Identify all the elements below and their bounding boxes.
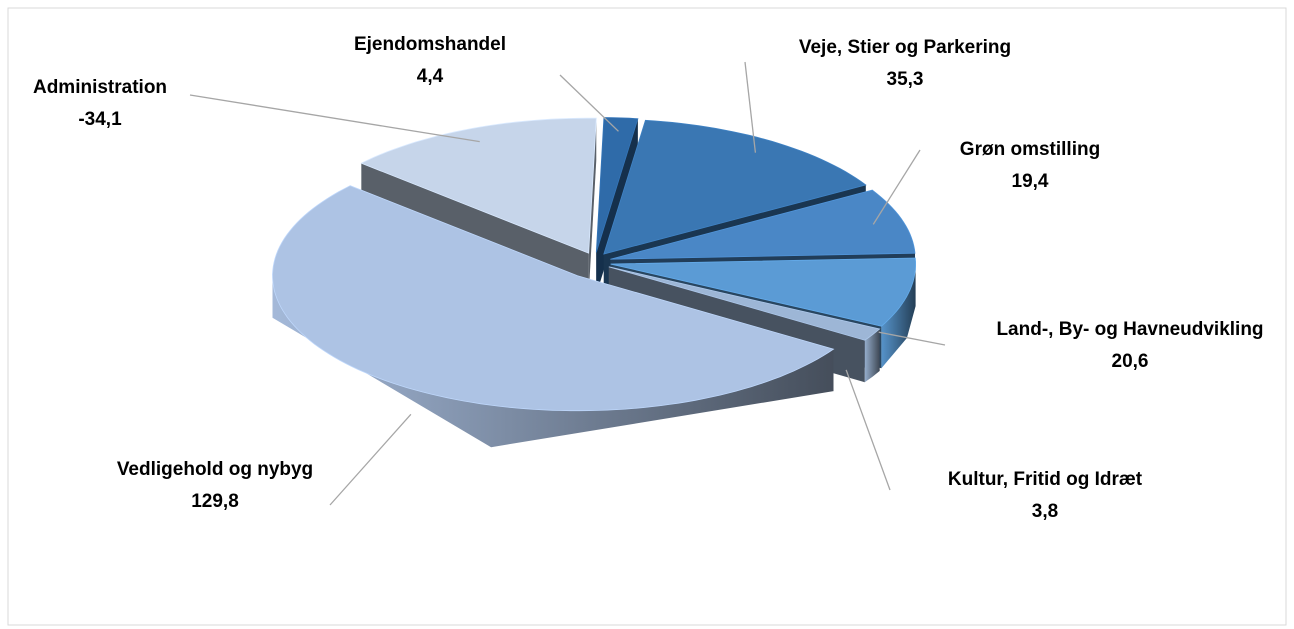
data-label-value: 35,3: [887, 69, 924, 90]
data-label-name: Kultur, Fritid og Idræt: [948, 469, 1143, 490]
data-label-value: 129,8: [191, 491, 239, 512]
data-label-name: Vedligehold og nybyg: [117, 459, 313, 480]
leader-line: [878, 331, 946, 346]
slice: [603, 119, 867, 255]
data-label-name: Administration: [33, 77, 167, 98]
slice: [610, 257, 916, 327]
slice-face: [588, 118, 597, 296]
leader-line: [189, 94, 480, 143]
data-label-name: Ejendomshandel: [354, 34, 506, 55]
data-label-value: 19,4: [1012, 171, 1049, 192]
data-label-value: 4,4: [417, 66, 444, 87]
slice-side: [881, 264, 916, 369]
slice-side: [272, 275, 834, 448]
slice: [608, 266, 881, 341]
slice-side: [864, 329, 880, 383]
data-label-name: Land-, By- og Havneudvikling: [996, 319, 1263, 340]
leader-line: [559, 74, 619, 132]
leader-line: [845, 369, 891, 491]
data-label-value: 20,6: [1112, 351, 1149, 372]
slice: [272, 185, 835, 412]
slice: [360, 117, 597, 254]
leader-line: [744, 61, 757, 153]
leader-line: [329, 413, 412, 506]
data-label-name: Veje, Stier og Parkering: [799, 37, 1011, 58]
slice: [610, 189, 916, 260]
leader-line: [872, 149, 921, 225]
data-label-name: Grøn omstilling: [960, 139, 1100, 160]
data-label-value: -34,1: [78, 109, 122, 130]
data-label-value: 3,8: [1032, 501, 1058, 522]
